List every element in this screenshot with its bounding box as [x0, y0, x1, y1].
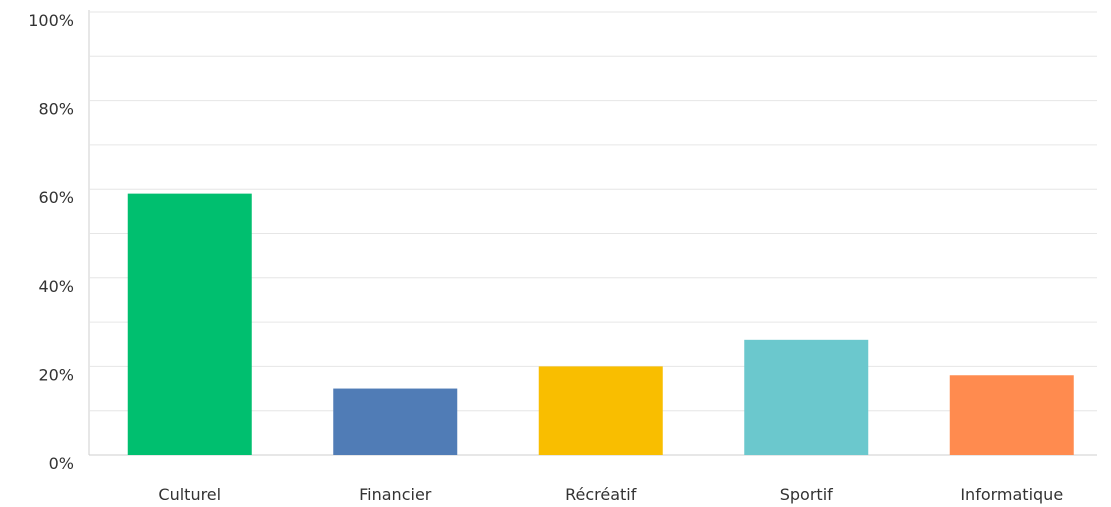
x-tick-label: Culturel: [158, 485, 221, 504]
x-tick-label: Informatique: [960, 485, 1063, 504]
y-tick-label: 60%: [38, 188, 74, 207]
y-tick-label: 80%: [38, 100, 74, 119]
x-tick-label: Récréatif: [565, 485, 637, 504]
bar: [538, 366, 663, 455]
x-tick-label: Sportif: [780, 485, 833, 504]
y-tick-label: 0%: [49, 454, 74, 473]
bar: [333, 388, 458, 455]
bar: [127, 193, 252, 455]
x-tick-label: Financier: [359, 485, 432, 504]
bar: [744, 339, 869, 455]
bar: [949, 375, 1074, 455]
y-tick-label: 40%: [38, 277, 74, 296]
y-tick-label: 100%: [28, 11, 74, 30]
y-tick-label: 20%: [38, 365, 74, 384]
